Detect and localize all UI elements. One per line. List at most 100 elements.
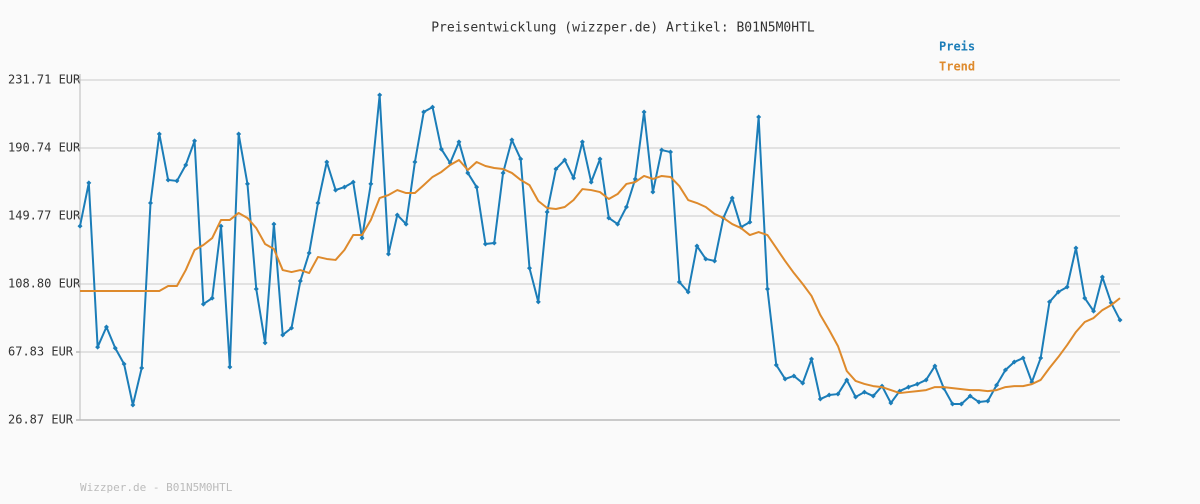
point-marker [1117, 317, 1123, 323]
y-tick-label: 231.71 EUR [8, 73, 81, 87]
y-tick-label: 190.74 EUR [8, 141, 81, 155]
point-marker [518, 156, 524, 162]
point-marker [500, 170, 506, 176]
point-marker [729, 195, 735, 201]
point-marker [192, 138, 198, 144]
point-marker [747, 219, 753, 225]
point-marker [412, 159, 418, 165]
point-marker [958, 401, 964, 407]
legend-label: Preis [939, 40, 975, 54]
point-marker [967, 393, 973, 399]
point-marker [1038, 355, 1044, 361]
point-marker [165, 177, 171, 183]
point-marker [509, 137, 515, 143]
point-marker [421, 109, 427, 115]
point-marker [1091, 308, 1097, 314]
point-marker [289, 325, 295, 331]
point-marker [650, 189, 656, 195]
chart-title: Preisentwicklung (wizzper.de) Artikel: B… [431, 21, 815, 36]
point-marker [315, 200, 321, 206]
point-marker [571, 175, 577, 181]
point-marker [579, 139, 585, 145]
point-marker [853, 394, 859, 400]
legend-label: Trend [939, 60, 975, 74]
point-marker [403, 221, 409, 227]
point-marker [271, 221, 277, 227]
point-marker [888, 400, 894, 406]
point-marker [668, 149, 674, 155]
point-marker [588, 179, 594, 185]
point-marker [474, 184, 480, 190]
point-marker [430, 104, 436, 110]
point-marker [659, 147, 665, 153]
point-marker [526, 265, 532, 271]
point-marker [712, 258, 718, 264]
point-marker [112, 345, 118, 351]
series-line [80, 159, 1121, 395]
point-marker [914, 381, 920, 387]
point-marker [800, 380, 806, 386]
point-marker [685, 289, 691, 295]
point-marker [341, 184, 347, 190]
point-marker [350, 179, 356, 185]
point-marker [923, 377, 929, 383]
point-marker [597, 156, 603, 162]
point-marker [103, 324, 109, 330]
point-marker [438, 146, 444, 152]
point-marker [359, 235, 365, 241]
point-marker [156, 131, 162, 137]
point-marker [1002, 367, 1008, 373]
point-marker [482, 241, 488, 247]
point-marker [456, 139, 462, 145]
point-marker [1099, 274, 1105, 280]
point-marker [306, 250, 312, 256]
point-marker [200, 301, 206, 307]
point-marker [1046, 299, 1052, 305]
y-tick-label: 108.80 EUR [8, 277, 81, 291]
point-marker [553, 166, 559, 172]
point-marker [262, 340, 268, 346]
point-marker [562, 157, 568, 163]
point-marker [976, 399, 982, 405]
point-marker [535, 299, 541, 305]
point-marker [148, 200, 154, 206]
point-marker [297, 278, 303, 284]
point-marker [280, 332, 286, 338]
point-marker [236, 131, 242, 137]
point-marker [606, 215, 612, 221]
point-marker [209, 295, 215, 301]
point-marker [641, 109, 647, 115]
point-marker [782, 376, 788, 382]
point-marker [368, 181, 374, 187]
point-marker [985, 398, 991, 404]
point-marker [791, 373, 797, 379]
y-tick-label: 149.77 EUR [8, 209, 81, 223]
y-tick-label: 26.87 EUR [8, 413, 74, 427]
y-tick-label: 67.83 EUR [8, 345, 74, 359]
point-marker [764, 286, 770, 292]
point-marker [1082, 295, 1088, 301]
point-marker [615, 221, 621, 227]
point-marker [218, 223, 224, 229]
footer: Wizzper.de - B01N5M0HTL [80, 481, 233, 494]
point-marker [1064, 284, 1070, 290]
point-marker [324, 159, 330, 165]
point-marker [385, 251, 391, 257]
point-marker [130, 402, 136, 408]
point-marker [835, 391, 841, 397]
point-marker [377, 92, 383, 98]
point-marker [253, 286, 259, 292]
point-marker [244, 181, 250, 187]
point-marker [826, 392, 832, 398]
point-marker [950, 401, 956, 407]
point-marker [861, 389, 867, 395]
point-marker [394, 212, 400, 218]
point-marker [86, 180, 92, 186]
point-marker [491, 240, 497, 246]
point-marker [870, 393, 876, 399]
point-marker [183, 162, 189, 168]
point-marker [1020, 355, 1026, 361]
point-marker [773, 362, 779, 368]
